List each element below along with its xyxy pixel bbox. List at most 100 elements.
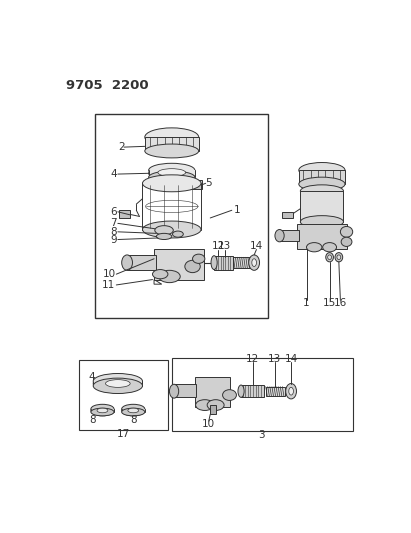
Bar (241, 385, 264, 398)
Text: 12: 12 (211, 241, 224, 252)
Ellipse shape (326, 253, 333, 262)
Bar (174, 384, 196, 398)
Ellipse shape (91, 405, 114, 416)
Text: 12: 12 (246, 354, 259, 364)
Text: 8: 8 (130, 415, 136, 425)
Bar (145, 137, 199, 151)
Ellipse shape (91, 405, 114, 414)
Ellipse shape (196, 400, 214, 410)
Ellipse shape (299, 177, 345, 191)
Ellipse shape (323, 243, 337, 252)
Ellipse shape (156, 233, 172, 239)
Ellipse shape (328, 255, 332, 260)
Ellipse shape (128, 408, 139, 413)
Text: 10: 10 (102, 269, 115, 279)
Bar (119, 210, 130, 218)
Text: 2: 2 (119, 142, 125, 152)
Text: 6: 6 (111, 207, 117, 217)
Ellipse shape (169, 384, 179, 398)
Text: 16: 16 (334, 297, 347, 308)
Ellipse shape (299, 163, 345, 178)
Text: 11: 11 (102, 280, 115, 290)
Bar (185, 180, 202, 189)
Ellipse shape (275, 230, 284, 242)
Text: 3: 3 (259, 430, 265, 440)
Ellipse shape (300, 216, 344, 228)
Ellipse shape (185, 260, 200, 273)
Text: 4: 4 (111, 169, 117, 179)
Bar (279, 230, 299, 241)
Ellipse shape (158, 168, 186, 176)
Ellipse shape (211, 256, 217, 270)
Ellipse shape (223, 390, 236, 400)
Ellipse shape (341, 237, 352, 246)
Ellipse shape (252, 259, 256, 266)
Ellipse shape (145, 144, 199, 158)
Ellipse shape (106, 379, 130, 387)
Text: 8: 8 (89, 415, 96, 425)
Text: 4: 4 (89, 373, 95, 382)
Bar (149, 170, 195, 175)
Text: 17: 17 (117, 429, 130, 439)
Ellipse shape (122, 408, 145, 416)
Ellipse shape (307, 243, 322, 252)
Bar (95, 114, 268, 318)
Ellipse shape (93, 374, 143, 389)
Bar (195, 377, 229, 407)
Ellipse shape (149, 163, 195, 177)
Text: 9705  2200: 9705 2200 (66, 79, 149, 92)
Bar (154, 249, 204, 280)
Bar (299, 170, 345, 184)
Ellipse shape (335, 253, 343, 262)
Ellipse shape (93, 374, 143, 393)
Bar (127, 255, 156, 270)
Ellipse shape (122, 405, 145, 414)
Text: 1: 1 (233, 205, 240, 215)
Text: 5: 5 (206, 179, 212, 188)
Ellipse shape (145, 128, 199, 147)
Bar (79, 360, 168, 430)
Bar (122, 409, 145, 412)
Ellipse shape (340, 227, 353, 237)
Bar (299, 170, 345, 184)
Ellipse shape (91, 408, 114, 416)
Bar (93, 381, 143, 386)
Ellipse shape (97, 408, 108, 413)
Text: 13: 13 (268, 354, 282, 364)
Text: 7: 7 (111, 219, 117, 228)
Ellipse shape (143, 175, 201, 192)
Ellipse shape (207, 400, 224, 410)
Bar (172, 358, 353, 431)
Ellipse shape (173, 231, 183, 237)
Ellipse shape (143, 221, 201, 238)
Ellipse shape (122, 405, 145, 416)
Ellipse shape (337, 255, 341, 260)
Ellipse shape (249, 255, 259, 270)
Text: 14: 14 (250, 241, 263, 252)
Ellipse shape (286, 384, 296, 399)
Bar (282, 212, 293, 218)
Bar (210, 405, 217, 414)
Text: 9: 9 (111, 235, 117, 245)
Bar (214, 256, 233, 270)
Text: 13: 13 (218, 241, 231, 252)
Text: 15: 15 (323, 297, 336, 308)
Bar (297, 224, 346, 249)
Bar (266, 386, 285, 396)
Ellipse shape (149, 166, 195, 180)
Ellipse shape (122, 255, 132, 270)
Text: 1: 1 (303, 297, 310, 308)
Ellipse shape (192, 254, 205, 263)
Bar (300, 191, 344, 222)
Bar (91, 409, 114, 412)
Text: 10: 10 (202, 418, 215, 429)
Ellipse shape (238, 385, 244, 398)
Text: 14: 14 (284, 354, 298, 364)
Ellipse shape (155, 225, 173, 235)
Ellipse shape (149, 171, 195, 183)
Ellipse shape (289, 387, 293, 395)
Ellipse shape (159, 270, 180, 282)
Bar (233, 257, 250, 268)
Ellipse shape (152, 270, 168, 279)
Ellipse shape (93, 378, 143, 393)
